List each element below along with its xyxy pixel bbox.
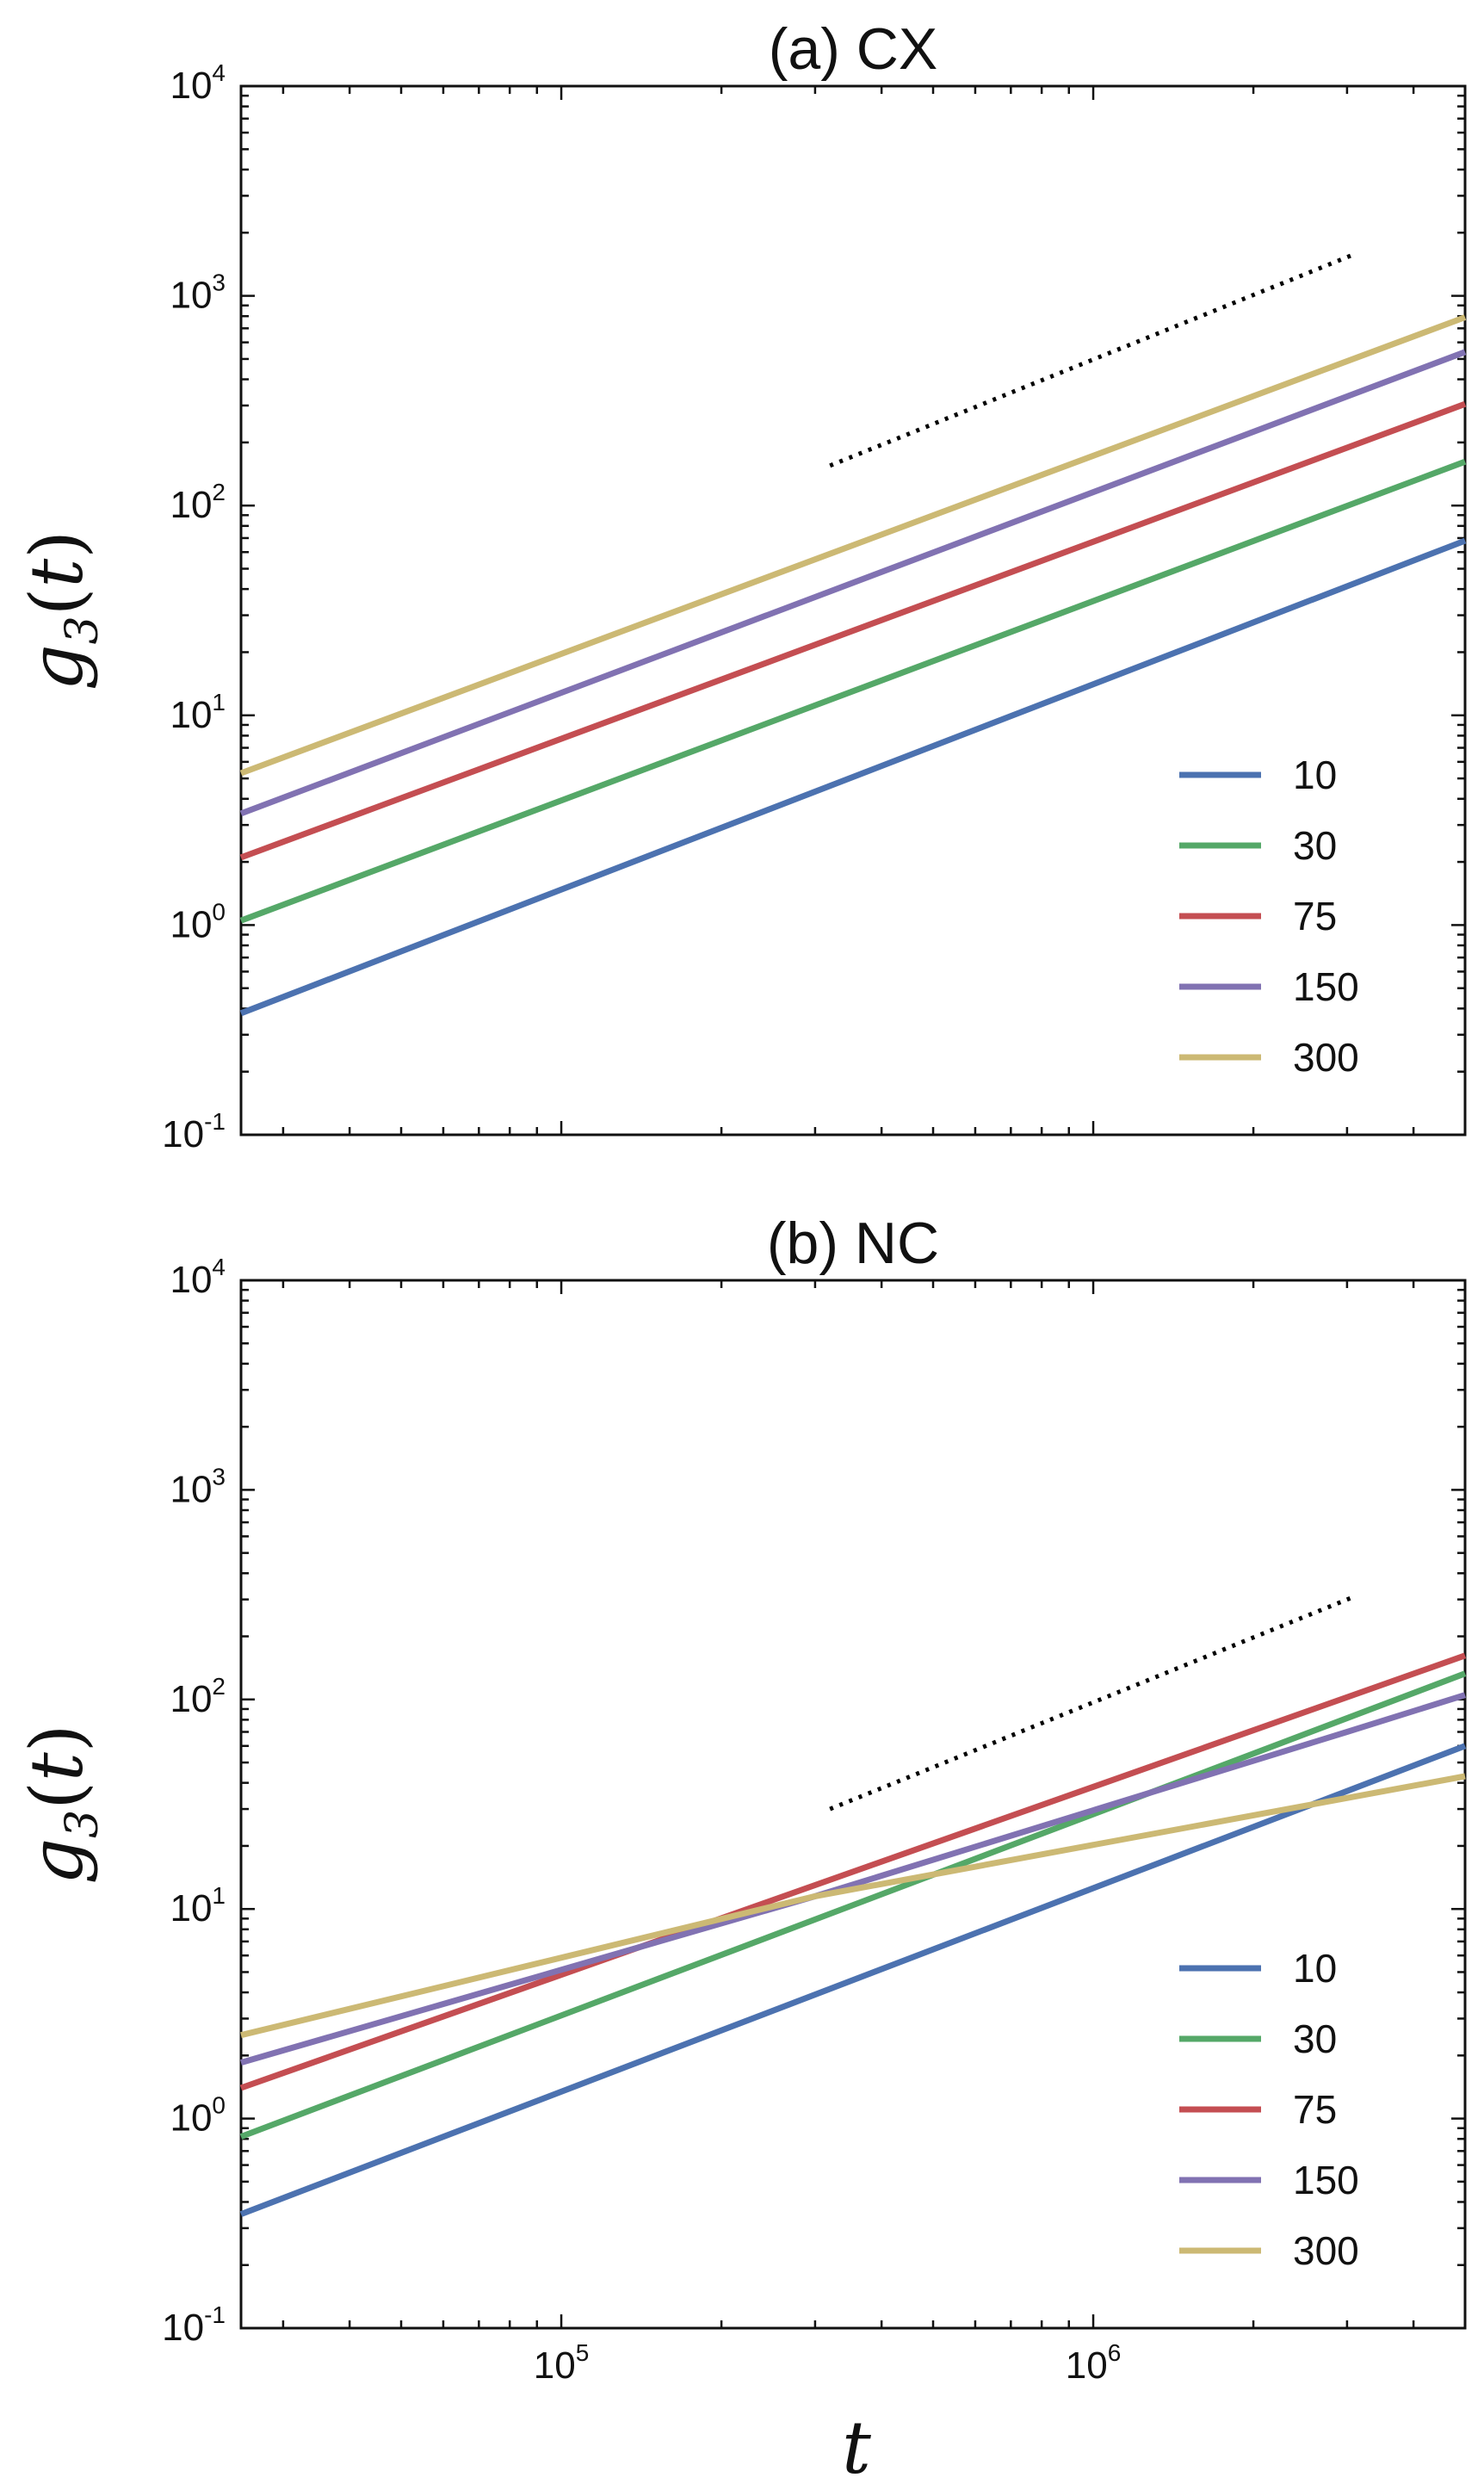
series-line-30 (239, 1670, 1467, 2140)
y-axis-title: g3(t) (15, 530, 108, 691)
legend-label-150: 150 (1293, 964, 1359, 1009)
legend-label-75: 75 (1293, 2087, 1337, 2132)
y-tick-label: 102 (170, 1673, 226, 1720)
legend: 10 30 75 150 300 (1179, 1946, 1359, 2273)
series-line-150 (240, 1692, 1467, 2066)
reference-slope-line (829, 251, 1356, 468)
chart-title: (b) NC (767, 1211, 939, 1276)
series-line-10 (239, 537, 1467, 1017)
x-axis-title: t (842, 2406, 871, 2490)
series-line-10 (239, 1743, 1467, 2217)
series-line-30 (239, 458, 1467, 924)
y-tick-label: 100 (170, 898, 226, 945)
y-tick-label: 102 (170, 479, 226, 526)
y-axis-title: g3(t) (15, 1724, 108, 1884)
legend-label-30: 30 (1293, 2016, 1337, 2061)
legend-label-75: 75 (1293, 894, 1337, 938)
legend-label-10: 10 (1293, 753, 1337, 797)
x-tick-label: 105 (534, 2339, 590, 2387)
legend-label-300: 300 (1293, 1035, 1359, 1080)
y-tick-label: 104 (170, 1254, 226, 1301)
plot-frame (239, 1279, 1467, 2330)
y-tick-label: 100 (170, 2092, 226, 2140)
y-tick-label: 101 (170, 1882, 226, 1929)
plot-frame (239, 84, 1467, 1137)
legend-label-10: 10 (1293, 1946, 1337, 1991)
y-tick-label: 103 (170, 1463, 226, 1510)
y-tick-label: 103 (170, 269, 226, 317)
legend-label-150: 150 (1293, 2158, 1359, 2202)
x-tick-label: 106 (1066, 2339, 1122, 2387)
series-line-300 (239, 314, 1467, 777)
y-tick-label: 10-1 (162, 2301, 226, 2349)
series-line-75 (239, 400, 1467, 861)
legend-label-30: 30 (1293, 823, 1337, 868)
y-tick-label: 10-1 (162, 1108, 226, 1155)
y-tick-label: 104 (170, 59, 226, 107)
y-tick-label: 101 (170, 689, 226, 736)
legend-label-300: 300 (1293, 2228, 1359, 2273)
reference-slope-line (829, 1594, 1356, 1812)
legend: 10 30 75 150 300 (1179, 753, 1359, 1080)
series-line-150 (239, 349, 1467, 817)
series-line-75 (239, 1652, 1467, 2091)
panel-b-nc: (b) NC 10-1 100 101 102 103 104 105 106 g3(t) 10 30… (15, 1211, 1467, 2387)
series-line-300 (240, 1773, 1466, 2039)
panel-a-cx: (a) CX 10-1 100 101 102 103 104 g3(t) 10 30 75 150 3… (15, 16, 1467, 1155)
chart-title: (a) CX (769, 16, 937, 82)
